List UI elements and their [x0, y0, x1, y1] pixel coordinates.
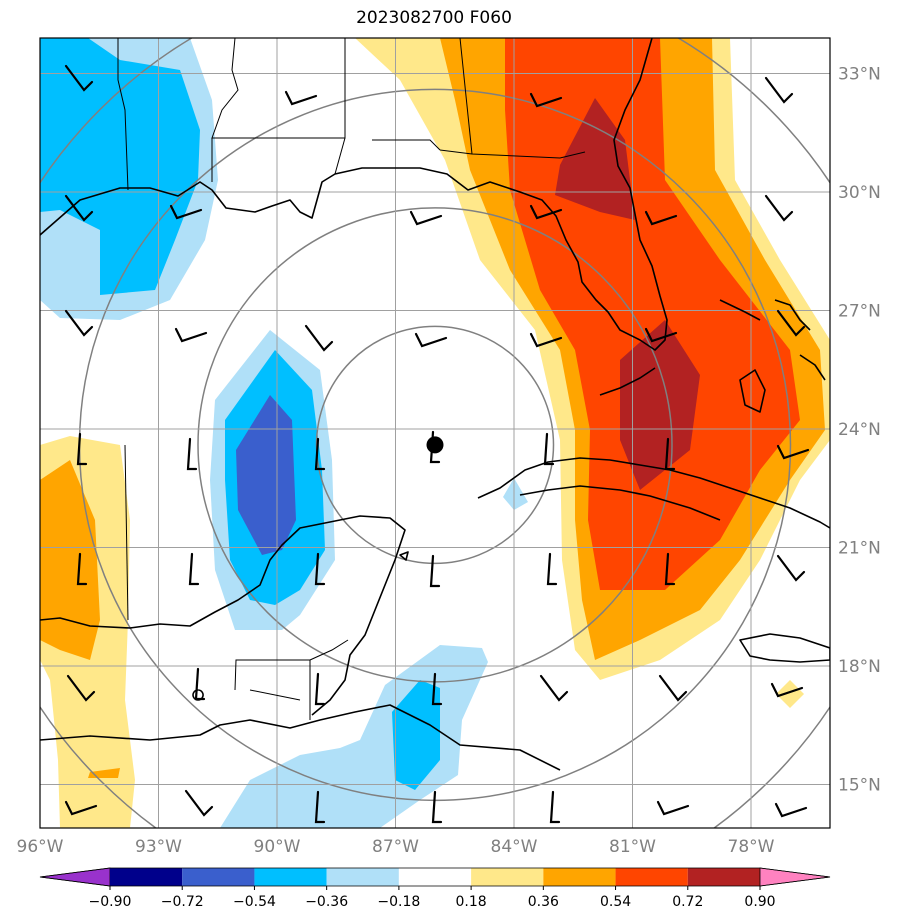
wind-barb	[76, 552, 88, 586]
colorbar-tick-label: 0.90	[744, 894, 775, 910]
negative-anomaly-central	[210, 330, 528, 630]
wind-barb	[188, 552, 200, 586]
wind-barb	[76, 432, 88, 466]
colorbar-segment	[398, 868, 472, 886]
wind-barb	[314, 790, 326, 824]
wind-barb	[64, 800, 98, 816]
colorbar-tick-label: −0.90	[89, 894, 132, 910]
latitude-labels: 15°N 18°N 21°N 24°N 27°N 30°N 33°N	[838, 65, 881, 796]
colorbar-tick-label: −0.54	[233, 894, 276, 910]
wind-barb	[64, 309, 94, 337]
lon-label: 78°W	[728, 837, 775, 857]
negative-anomaly-south	[220, 645, 488, 828]
wind-barb	[644, 327, 678, 343]
lon-label: 87°W	[372, 837, 419, 857]
wind-barb	[314, 672, 326, 706]
wind-barb	[770, 682, 804, 698]
colorbar-tick-label: 0.72	[672, 894, 703, 910]
wind-barb	[529, 332, 563, 348]
wind-barb	[409, 210, 443, 226]
wind-barb	[64, 64, 94, 92]
range-ring-0	[315, 325, 555, 565]
lat-label: 15°N	[838, 776, 881, 796]
lon-label: 84°W	[491, 837, 538, 857]
colorbar-over-triangle	[759, 867, 831, 887]
wind-barb	[776, 309, 806, 337]
wind-barb	[549, 790, 561, 824]
lat-label: 24°N	[838, 420, 881, 440]
colorbar-segment	[615, 868, 688, 886]
colorbar-tick-label: −0.18	[377, 894, 420, 910]
wind-barb	[194, 667, 206, 701]
colorbar-segment	[254, 868, 327, 886]
colorbar-tick-label: −0.36	[305, 894, 348, 910]
wind-barb	[174, 327, 208, 343]
map-frame	[39, 37, 831, 829]
lon-label: 90°W	[254, 837, 301, 857]
wind-barb	[656, 800, 690, 816]
gridlines	[40, 38, 830, 828]
wind-barb	[764, 76, 794, 104]
wind-barb	[664, 437, 676, 471]
wind-barb	[431, 672, 443, 706]
lat-label: 30°N	[838, 183, 881, 203]
wind-barb	[546, 552, 558, 586]
wind-barb	[169, 204, 203, 220]
colorbar	[39, 867, 831, 890]
colorbar-tick-label: −0.72	[161, 894, 204, 910]
wind-barb	[776, 554, 806, 582]
wind-barb	[764, 194, 794, 222]
wind-barb	[184, 789, 214, 817]
colorbar-tick-label: 0.36	[528, 894, 559, 910]
wind-barb	[429, 554, 441, 588]
wind-barb	[529, 92, 563, 108]
lon-label: 93°W	[135, 837, 182, 857]
lat-label: 33°N	[838, 65, 881, 85]
wind-barb	[644, 210, 678, 226]
storm-center-marker	[426, 436, 444, 454]
colorbar-labels: −0.90 −0.72 −0.54 −0.36 −0.18 0.18 0.36 0.54 0.7…	[89, 894, 776, 910]
wind-barb	[539, 674, 569, 702]
wind-barb	[66, 674, 96, 702]
map-title: 2023082700 F060	[356, 8, 512, 28]
wind-barb	[776, 444, 810, 460]
wind-barb	[414, 332, 448, 348]
lon-label: 96°W	[17, 837, 64, 857]
wind-barb	[664, 552, 676, 586]
lat-label: 21°N	[838, 539, 881, 559]
wind-barb	[64, 194, 94, 222]
wind-barb	[543, 432, 555, 466]
wind-barbs	[64, 64, 810, 824]
colorbar-segment	[182, 868, 255, 886]
wind-barb	[774, 802, 808, 818]
colorbar-segment	[687, 868, 760, 886]
coastlines	[40, 38, 830, 771]
lat-label: 27°N	[838, 302, 881, 322]
wind-barb	[186, 437, 198, 471]
colorbar-segment	[543, 868, 616, 886]
wind-barb	[529, 204, 563, 220]
negative-anomaly-northwest	[40, 38, 218, 320]
wind-barb	[314, 552, 326, 586]
lat-label: 18°N	[838, 657, 881, 677]
colorbar-segment	[110, 868, 183, 886]
colorbar-tick-label: 0.54	[600, 894, 631, 910]
wind-barb	[304, 324, 334, 352]
colorbar-segment	[471, 868, 544, 886]
borders	[117, 38, 586, 720]
colorbar-tick-label: 0.18	[456, 894, 487, 910]
wind-barb	[284, 90, 318, 106]
wind-barb	[658, 674, 688, 702]
colorbar-segment	[326, 868, 399, 886]
lon-label: 81°W	[609, 837, 656, 857]
longitude-labels: 96°W 93°W 90°W 87°W 84°W 81°W 78°W	[17, 837, 775, 857]
wind-barb	[431, 790, 443, 824]
colorbar-under-triangle	[39, 867, 111, 887]
wind-barb	[314, 437, 326, 471]
